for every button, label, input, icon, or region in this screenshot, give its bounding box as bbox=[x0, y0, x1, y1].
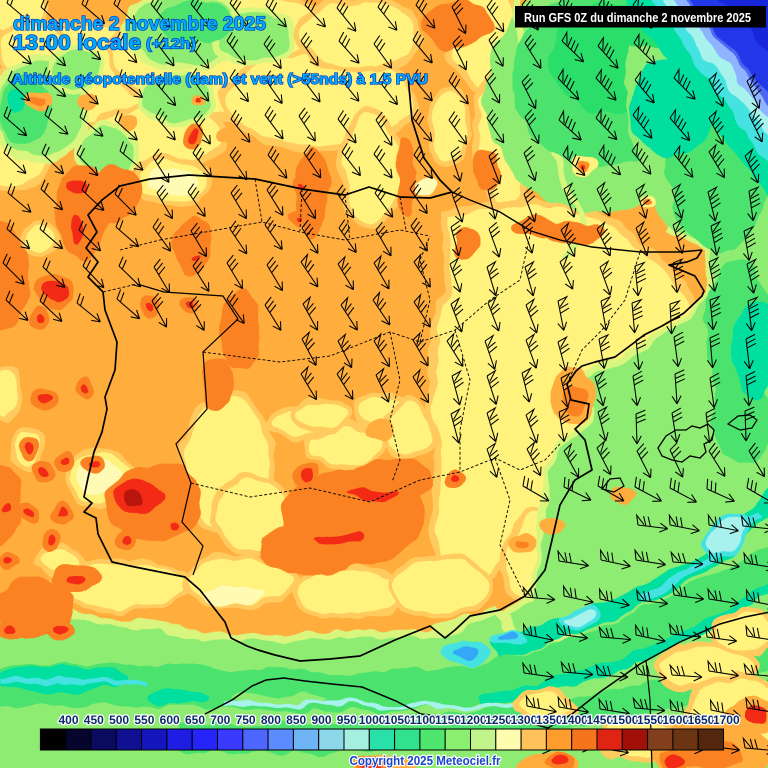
svg-text:800: 800 bbox=[261, 713, 281, 727]
svg-text:dimanche 2 novembre 2025: dimanche 2 novembre 2025 bbox=[13, 13, 266, 35]
svg-text:500: 500 bbox=[109, 713, 129, 727]
svg-text:Run GFS 0Z du dimanche 2 novem: Run GFS 0Z du dimanche 2 novembre 2025 bbox=[524, 10, 751, 25]
svg-text:1200: 1200 bbox=[460, 713, 487, 727]
svg-text:1150: 1150 bbox=[435, 713, 461, 727]
svg-text:1300: 1300 bbox=[511, 713, 538, 727]
svg-text:400: 400 bbox=[58, 713, 78, 727]
svg-text:1400: 1400 bbox=[561, 713, 588, 727]
svg-text:1100: 1100 bbox=[410, 713, 436, 727]
svg-text:450: 450 bbox=[84, 713, 104, 727]
svg-text:550: 550 bbox=[134, 713, 154, 727]
svg-text:650: 650 bbox=[185, 713, 205, 727]
svg-text:1700: 1700 bbox=[713, 713, 740, 727]
svg-text:1000: 1000 bbox=[359, 713, 386, 727]
svg-text:1500: 1500 bbox=[612, 713, 639, 727]
svg-text:750: 750 bbox=[236, 713, 256, 727]
svg-text:1550: 1550 bbox=[637, 713, 664, 727]
svg-text:1050: 1050 bbox=[384, 713, 411, 727]
svg-text:1250: 1250 bbox=[485, 713, 512, 727]
svg-text:900: 900 bbox=[311, 713, 331, 727]
svg-text:(+12h): (+12h) bbox=[146, 36, 196, 53]
svg-text:950: 950 bbox=[337, 713, 357, 727]
svg-text:600: 600 bbox=[160, 713, 180, 727]
svg-text:700: 700 bbox=[210, 713, 230, 727]
svg-text:850: 850 bbox=[286, 713, 306, 727]
svg-text:1600: 1600 bbox=[662, 713, 689, 727]
svg-text:13:00 locale: 13:00 locale bbox=[13, 31, 141, 55]
svg-text:Altitude géopotentielle (dam): Altitude géopotentielle (dam) et vent (>… bbox=[12, 72, 428, 88]
svg-text:Copyright 2025 Meteociel.fr: Copyright 2025 Meteociel.fr bbox=[350, 753, 501, 768]
svg-text:1350: 1350 bbox=[536, 713, 563, 727]
svg-text:1650: 1650 bbox=[688, 713, 715, 727]
svg-text:1450: 1450 bbox=[586, 713, 613, 727]
